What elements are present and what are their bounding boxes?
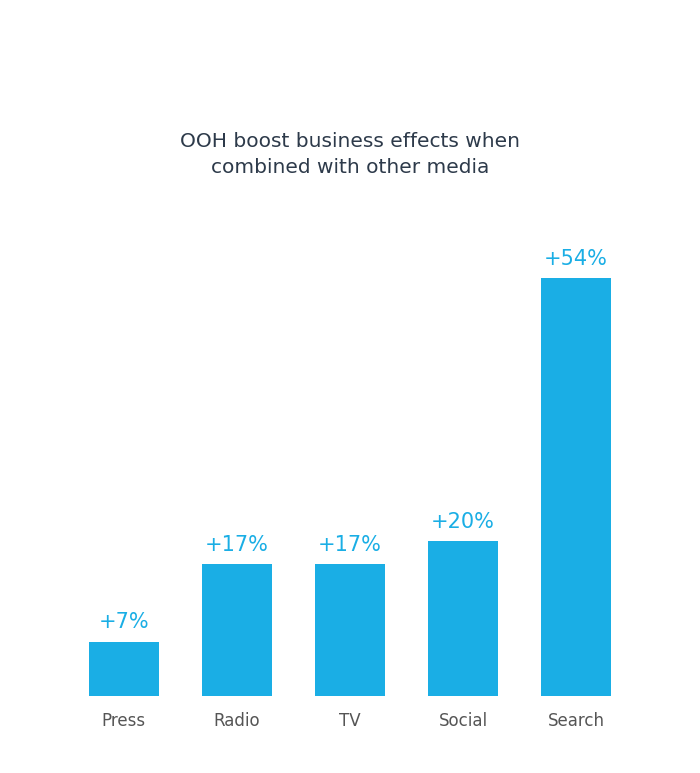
Bar <box>315 564 385 696</box>
Bar <box>541 278 611 696</box>
Text: +7%: +7% <box>99 612 149 632</box>
Text: +17%: +17% <box>205 535 269 555</box>
Text: +54%: +54% <box>544 249 608 269</box>
Text: +17%: +17% <box>318 535 382 555</box>
Text: +20%: +20% <box>431 512 495 532</box>
Text: OOH boost business effects when
combined with other media: OOH boost business effects when combined… <box>180 132 520 177</box>
Bar <box>202 564 272 696</box>
Bar <box>428 541 498 696</box>
Bar <box>89 642 159 696</box>
